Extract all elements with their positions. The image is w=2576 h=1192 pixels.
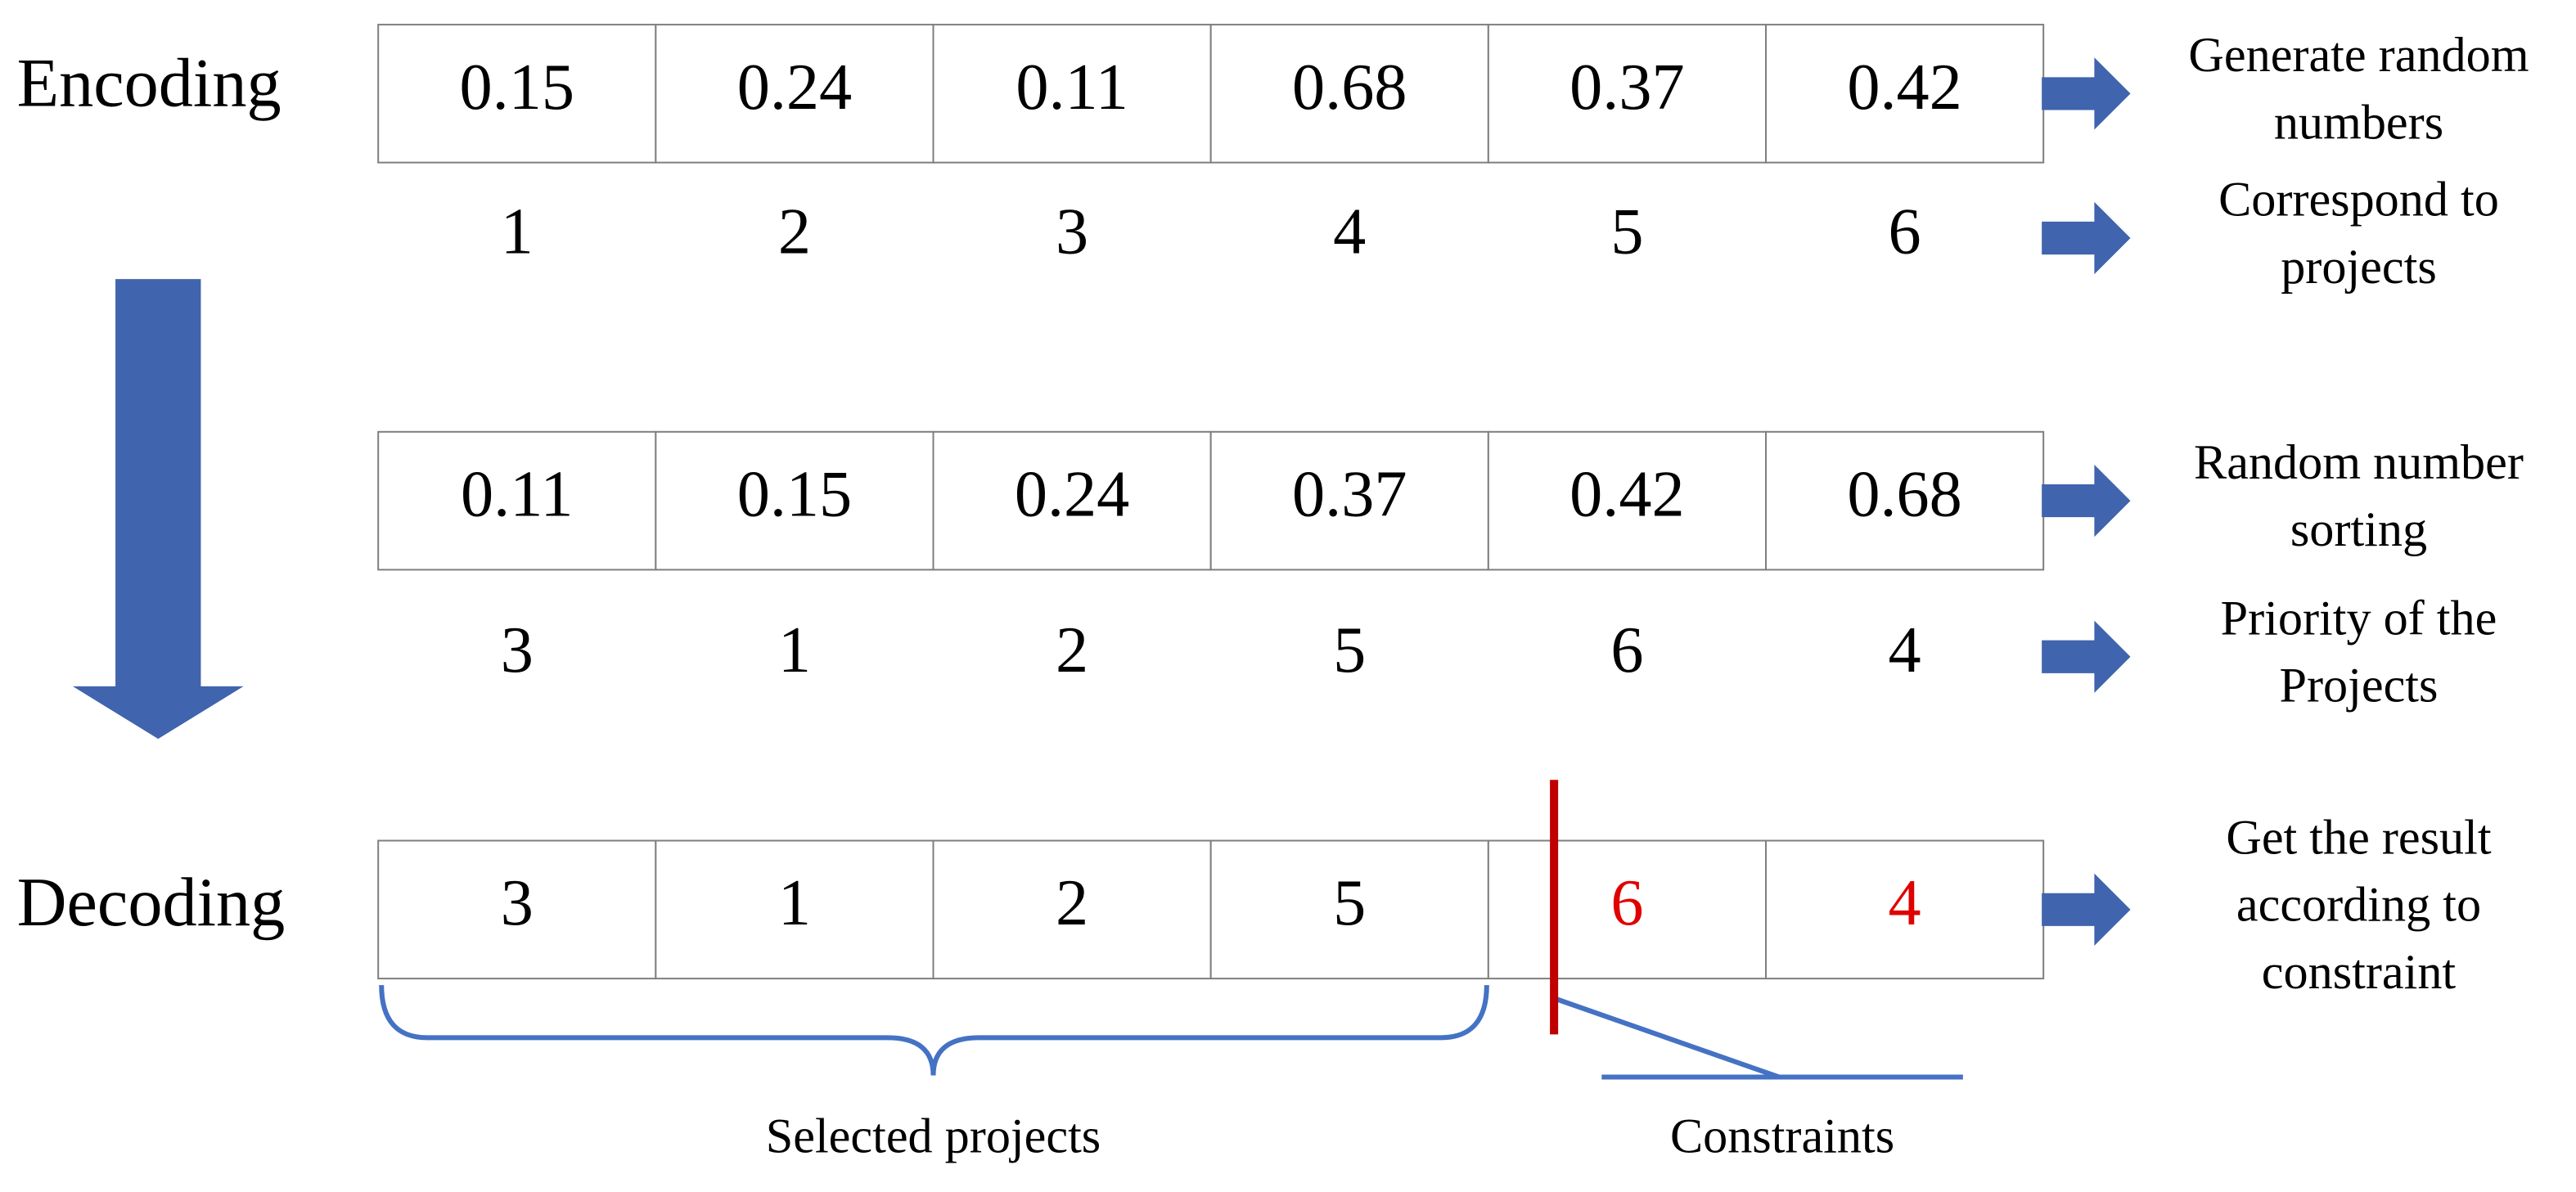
- cell: [932, 24, 1212, 164]
- description: Generate random: [2188, 28, 2529, 83]
- cell: [932, 430, 1212, 571]
- index: 6: [1889, 195, 1921, 268]
- cell: [1209, 839, 1489, 980]
- cell-value: 0.68: [1847, 458, 1961, 531]
- cell-value: 0.42: [1847, 51, 1961, 124]
- cell-value: 2: [1056, 866, 1088, 939]
- cell-value: 6: [1610, 866, 1643, 939]
- index: 3: [501, 614, 534, 686]
- cell: [1209, 430, 1489, 571]
- cell-value: 3: [501, 866, 534, 939]
- cell: [1487, 839, 1768, 980]
- right-arrow: [2042, 873, 2131, 946]
- cell: [1765, 430, 2045, 571]
- description: Correspond to: [2218, 173, 2499, 227]
- description: numbers: [2274, 95, 2443, 150]
- cell-value: 0.11: [1016, 51, 1128, 124]
- index: 5: [1610, 195, 1643, 268]
- index: 4: [1889, 614, 1921, 686]
- cell-value: 0.42: [1569, 458, 1684, 531]
- decoding-label: Decoding: [17, 865, 286, 941]
- cell-value: 0.68: [1292, 51, 1407, 124]
- cell-value: 0.11: [461, 458, 574, 531]
- description: Priority of the: [2221, 591, 2497, 645]
- selected-label: Selected projects: [766, 1109, 1101, 1164]
- description: according to: [2236, 878, 2481, 933]
- index: 2: [1056, 614, 1088, 686]
- cell-value: 4: [1889, 866, 1921, 939]
- index: 4: [1333, 195, 1366, 268]
- cell-value: 0.24: [1015, 458, 1129, 531]
- constraints-label: Constraints: [1670, 1109, 1894, 1164]
- cell-value: 0.37: [1292, 458, 1407, 531]
- callout-line: [1553, 996, 1781, 1080]
- cell: [655, 430, 934, 571]
- cell-value: 0.24: [737, 51, 852, 124]
- description: projects: [2281, 240, 2437, 295]
- cell: [655, 24, 934, 164]
- index: 5: [1333, 614, 1366, 686]
- cell: [655, 839, 934, 980]
- down-arrow: [72, 279, 244, 740]
- right-arrow: [2042, 620, 2131, 693]
- index: 3: [1056, 195, 1088, 268]
- cell-value: 0.15: [737, 458, 852, 531]
- cell-value: 5: [1333, 866, 1366, 939]
- description: sorting: [2290, 502, 2427, 557]
- cell: [1765, 24, 2045, 164]
- brace: [379, 985, 1489, 1076]
- description: Projects: [2280, 659, 2439, 713]
- cell-value: 0.15: [460, 51, 574, 124]
- description: Random number: [2194, 435, 2524, 490]
- cell: [1487, 430, 1768, 571]
- right-arrow: [2042, 57, 2131, 130]
- cell: [932, 839, 1212, 980]
- description: Get the result: [2226, 810, 2492, 865]
- cell: [377, 24, 657, 164]
- right-arrow: [2042, 201, 2131, 275]
- encoding-label: Encoding: [17, 46, 281, 122]
- cell: [1765, 839, 2045, 980]
- cell-value: 0.37: [1569, 51, 1684, 124]
- description: constraint: [2262, 945, 2457, 1000]
- index: 6: [1610, 614, 1643, 686]
- cell: [377, 839, 657, 980]
- index: 1: [501, 195, 534, 268]
- index: 2: [778, 195, 811, 268]
- right-arrow: [2042, 464, 2131, 538]
- index: 1: [778, 614, 811, 686]
- cell-value: 1: [778, 866, 811, 939]
